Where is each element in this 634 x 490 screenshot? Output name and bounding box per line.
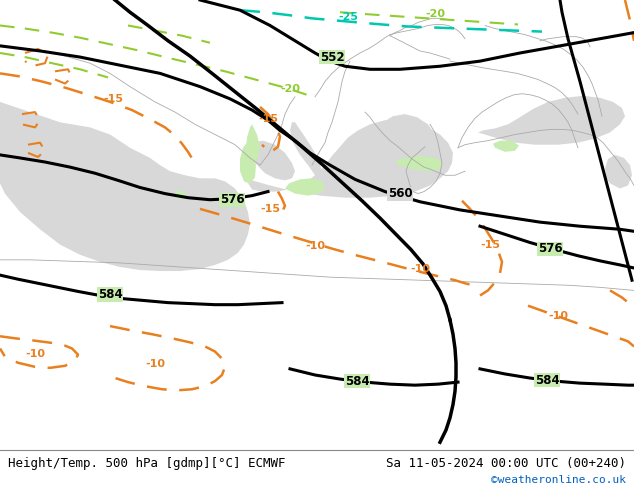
Polygon shape [373, 114, 445, 185]
Text: -10: -10 [410, 264, 430, 274]
Polygon shape [174, 191, 186, 200]
Text: -10: -10 [145, 359, 165, 369]
Text: -25: -25 [338, 12, 358, 23]
Text: Height/Temp. 500 hPa [gdmp][°C] ECMWF: Height/Temp. 500 hPa [gdmp][°C] ECMWF [8, 457, 285, 470]
Polygon shape [290, 122, 322, 181]
Polygon shape [240, 143, 256, 183]
Text: 584: 584 [535, 373, 560, 387]
Polygon shape [245, 119, 453, 197]
Polygon shape [0, 102, 250, 271]
Text: -10: -10 [548, 311, 568, 321]
Polygon shape [493, 141, 519, 152]
Text: -15: -15 [258, 114, 278, 124]
Text: -20: -20 [280, 84, 300, 94]
Text: 584: 584 [98, 288, 123, 301]
Text: -15: -15 [260, 204, 280, 214]
Text: -10: -10 [25, 349, 45, 359]
Polygon shape [246, 141, 295, 180]
Text: 584: 584 [345, 374, 370, 388]
Polygon shape [285, 178, 325, 196]
Text: -20: -20 [425, 9, 445, 19]
Polygon shape [605, 155, 632, 189]
Polygon shape [246, 124, 260, 163]
Text: -15: -15 [103, 94, 123, 104]
Polygon shape [478, 96, 625, 145]
Polygon shape [396, 156, 443, 171]
Text: 552: 552 [320, 50, 345, 64]
Text: 576: 576 [538, 242, 562, 255]
Text: -15: -15 [480, 240, 500, 249]
Text: -10: -10 [305, 241, 325, 250]
Text: 560: 560 [388, 187, 413, 200]
Text: 576: 576 [220, 193, 245, 206]
Text: Sa 11-05-2024 00:00 UTC (00+240): Sa 11-05-2024 00:00 UTC (00+240) [386, 457, 626, 470]
Text: ©weatheronline.co.uk: ©weatheronline.co.uk [491, 475, 626, 485]
